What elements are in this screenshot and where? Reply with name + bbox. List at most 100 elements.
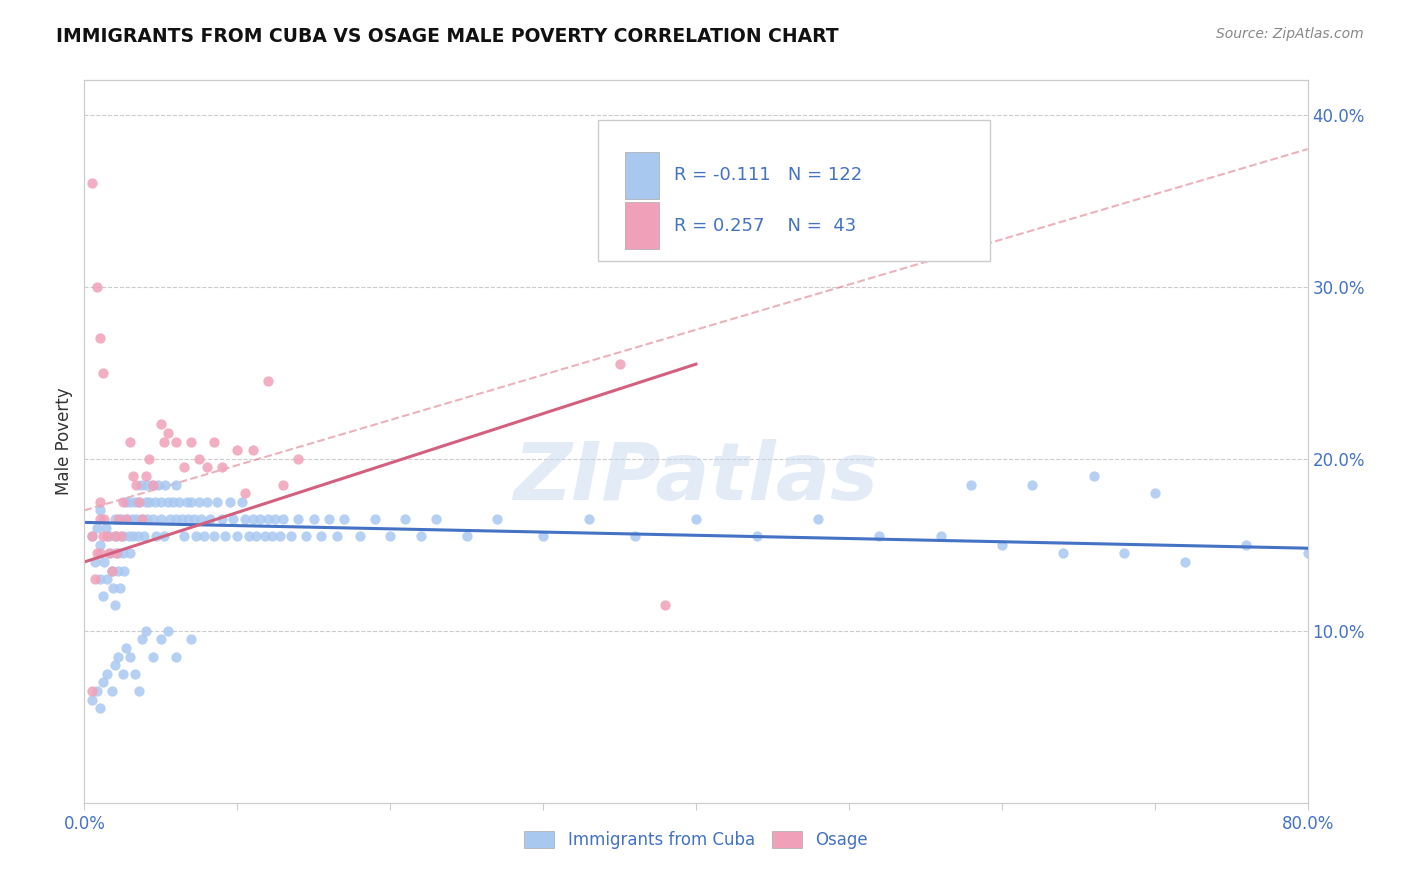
Point — [93, 512, 115, 526]
Point — [364, 512, 387, 526]
Point — [122, 469, 145, 483]
Point — [96, 529, 118, 543]
Point — [257, 375, 280, 389]
Point — [245, 529, 267, 543]
Point — [89, 331, 111, 345]
Point — [183, 512, 205, 526]
Point — [198, 512, 221, 526]
Point — [93, 555, 115, 569]
Point — [271, 477, 294, 491]
Point — [188, 494, 211, 508]
Point — [104, 529, 127, 543]
Point — [211, 460, 233, 475]
Point — [142, 477, 165, 491]
Point — [176, 494, 198, 508]
Point — [218, 494, 240, 508]
Point — [153, 529, 176, 543]
Point — [128, 494, 150, 508]
Point — [142, 649, 165, 664]
Point — [107, 546, 129, 560]
Point — [114, 640, 136, 655]
Point — [333, 512, 356, 526]
Point — [80, 177, 103, 191]
Point — [149, 417, 172, 432]
Point — [127, 529, 149, 543]
Point — [114, 494, 136, 508]
Point — [685, 512, 707, 526]
Point — [101, 564, 124, 578]
Text: ZIPatlas: ZIPatlas — [513, 439, 879, 516]
Point — [128, 684, 150, 698]
Point — [104, 658, 127, 673]
Point — [1143, 486, 1166, 500]
Point — [157, 624, 180, 638]
Point — [202, 529, 225, 543]
Point — [103, 581, 125, 595]
Point — [145, 529, 167, 543]
FancyBboxPatch shape — [626, 152, 659, 199]
Point — [184, 529, 207, 543]
Point — [124, 666, 146, 681]
Point — [132, 529, 155, 543]
Point — [747, 529, 769, 543]
Point — [146, 477, 169, 491]
Point — [242, 512, 264, 526]
Point — [91, 675, 114, 690]
Text: IMMIGRANTS FROM CUBA VS OSAGE MALE POVERTY CORRELATION CHART: IMMIGRANTS FROM CUBA VS OSAGE MALE POVER… — [56, 27, 839, 45]
Point — [1083, 469, 1105, 483]
Point — [188, 451, 211, 466]
Point — [869, 529, 891, 543]
Point — [112, 564, 135, 578]
Point — [1052, 546, 1074, 560]
Point — [115, 512, 138, 526]
Point — [295, 529, 318, 543]
Point — [960, 477, 983, 491]
Point — [104, 598, 127, 612]
Point — [104, 512, 127, 526]
Point — [120, 434, 142, 449]
Point — [89, 512, 111, 526]
Point — [269, 529, 291, 543]
Point — [84, 572, 107, 586]
Point — [128, 494, 150, 508]
Point — [98, 546, 121, 560]
Point — [120, 546, 142, 560]
Point — [162, 494, 184, 508]
Point — [125, 477, 148, 491]
Point — [280, 529, 302, 543]
Point — [131, 512, 153, 526]
Point — [141, 477, 163, 491]
Point — [135, 477, 157, 491]
Point — [91, 529, 114, 543]
Point — [1114, 546, 1136, 560]
Text: Source: ZipAtlas.com: Source: ZipAtlas.com — [1216, 27, 1364, 41]
Point — [89, 572, 111, 586]
Point — [624, 529, 647, 543]
Point — [80, 692, 103, 706]
Point — [226, 529, 249, 543]
Point — [89, 701, 111, 715]
Point — [173, 529, 195, 543]
Point — [302, 512, 325, 526]
Point — [165, 649, 187, 664]
Point — [172, 512, 194, 526]
Point — [135, 469, 157, 483]
Point — [108, 581, 131, 595]
Point — [287, 451, 309, 466]
Text: R = -0.111   N = 122: R = -0.111 N = 122 — [673, 166, 862, 185]
Point — [138, 494, 160, 508]
Point — [193, 529, 215, 543]
Point — [264, 512, 287, 526]
Point — [89, 538, 111, 552]
Point — [107, 564, 129, 578]
Point — [654, 598, 676, 612]
Legend: Immigrants from Cuba, Osage: Immigrants from Cuba, Osage — [517, 824, 875, 856]
Point — [167, 494, 190, 508]
Point — [86, 684, 108, 698]
Point — [114, 512, 136, 526]
Point — [807, 512, 830, 526]
Point — [94, 520, 117, 534]
Point — [80, 684, 103, 698]
Point — [1236, 538, 1258, 552]
Point — [80, 529, 103, 543]
